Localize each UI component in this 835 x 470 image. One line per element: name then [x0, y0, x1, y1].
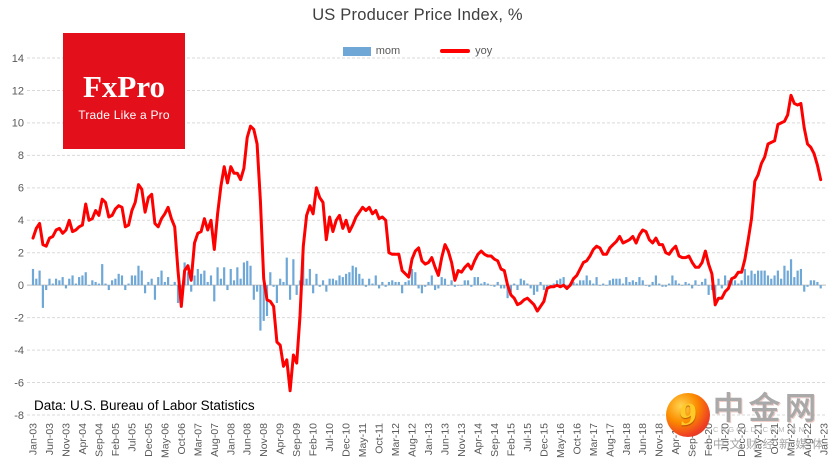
svg-text:May-21: May-21: [753, 423, 765, 458]
svg-text:-2: -2: [14, 312, 24, 324]
svg-text:Aug-12: Aug-12: [407, 423, 419, 457]
svg-text:Aug-07: Aug-07: [209, 423, 221, 457]
svg-text:Jun-13: Jun-13: [440, 423, 452, 455]
fxpro-tagline: Trade Like a Pro: [78, 107, 170, 122]
svg-text:Nov-03: Nov-03: [61, 423, 73, 457]
svg-text:May-11: May-11: [357, 423, 369, 457]
svg-text:Jan-18: Jan-18: [621, 423, 633, 455]
svg-text:Dec-20: Dec-20: [736, 423, 748, 457]
svg-text:Jan-13: Jan-13: [423, 423, 435, 455]
chart-title: US Producer Price Index, %: [312, 6, 523, 24]
svg-text:Aug-17: Aug-17: [604, 423, 616, 457]
svg-text:-8: -8: [14, 410, 24, 422]
svg-text:Feb-20: Feb-20: [703, 423, 715, 456]
svg-text:Mar-12: Mar-12: [390, 423, 402, 456]
svg-text:10: 10: [12, 118, 24, 130]
svg-text:12: 12: [12, 85, 24, 97]
mom-bar-swatch-icon: [342, 46, 371, 56]
svg-text:Mar-17: Mar-17: [588, 423, 600, 456]
yoy-line-swatch-icon: [440, 49, 471, 53]
svg-text:-4: -4: [14, 345, 24, 357]
svg-text:Dec-15: Dec-15: [538, 423, 550, 457]
svg-text:Jun-18: Jun-18: [637, 423, 649, 455]
cngold-site-name: 中金网: [713, 391, 821, 426]
svg-text:Nov-08: Nov-08: [258, 423, 270, 457]
legend-item-mom: mom: [342, 45, 401, 57]
svg-text:Mar-07: Mar-07: [192, 423, 204, 456]
svg-text:Apr-09: Apr-09: [275, 423, 287, 455]
svg-text:Jul-15: Jul-15: [522, 423, 534, 452]
svg-text:Dec-05: Dec-05: [143, 423, 155, 457]
svg-text:Apr-14: Apr-14: [472, 423, 484, 455]
chart-legend: mom yoy: [0, 45, 835, 57]
svg-text:Jul-10: Jul-10: [324, 423, 336, 452]
y-axis-labels: 14 12 10 8 6 4 2 0 -2 -4 -6 -8: [12, 53, 24, 422]
svg-text:Sep-09: Sep-09: [291, 423, 303, 457]
svg-text:Dec-10: Dec-10: [341, 423, 353, 457]
svg-text:0: 0: [18, 280, 24, 292]
svg-text:Feb-05: Feb-05: [110, 423, 122, 456]
svg-text:Jul-20: Jul-20: [720, 423, 732, 452]
svg-text:Apr-04: Apr-04: [77, 423, 89, 455]
svg-text:14: 14: [12, 53, 24, 65]
mom-bars: [31, 257, 822, 331]
cngold-logo-icon: 9: [666, 393, 710, 437]
svg-text:May-06: May-06: [159, 423, 171, 458]
svg-text:4: 4: [18, 215, 24, 227]
legend-label-yoy: yoy: [475, 45, 493, 57]
yoy-line: [31, 93, 823, 393]
svg-text:Aug-22: Aug-22: [802, 423, 814, 457]
svg-text:Sep-04: Sep-04: [93, 423, 105, 457]
svg-text:8: 8: [18, 150, 24, 162]
svg-text:-6: -6: [14, 377, 24, 389]
svg-text:Oct-06: Oct-06: [176, 423, 188, 455]
cngold-tagline: 中文财经新媒体: [713, 438, 829, 451]
svg-text:Oct-16: Oct-16: [571, 423, 583, 455]
x-axis-labels: Jan-03 Jun-03 Nov-03 Apr-04 Sep-04 Feb-05 Jul-…: [28, 423, 831, 458]
cngold-domain: CNGOLD.COM.CN: [713, 424, 807, 434]
svg-text:Jan-23: Jan-23: [819, 423, 831, 455]
svg-text:Jul-05: Jul-05: [126, 423, 138, 452]
data-source-note: Data: U.S. Bureau of Labor Statistics: [34, 398, 255, 413]
svg-text:May-16: May-16: [555, 423, 567, 458]
svg-text:Jun-03: Jun-03: [44, 423, 56, 455]
fxpro-brand-text: FxPro: [82, 68, 166, 104]
legend-label-mom: mom: [375, 45, 401, 57]
svg-text:Nov-13: Nov-13: [456, 423, 468, 457]
svg-text:Nov-18: Nov-18: [654, 423, 666, 457]
legend-item-yoy: yoy: [440, 45, 492, 57]
svg-text:Mar-22: Mar-22: [786, 423, 798, 456]
svg-text:Oct-11: Oct-11: [374, 423, 386, 454]
cngold-watermark-text: 中金网 CNGOLD.COM.CN 中文财经新媒体: [713, 391, 829, 452]
svg-text:Oct-21: Oct-21: [769, 423, 781, 455]
svg-text:Jan-03: Jan-03: [28, 423, 40, 455]
svg-text:Sep-14: Sep-14: [489, 423, 501, 457]
svg-text:2: 2: [18, 248, 24, 260]
svg-text:Jun-08: Jun-08: [242, 423, 254, 455]
svg-text:6: 6: [18, 183, 24, 195]
cngold-watermark: 9 中金网 CNGOLD.COM.CN 中文财经新媒体: [666, 391, 829, 452]
svg-text:Jan-08: Jan-08: [225, 423, 237, 455]
svg-text:Feb-15: Feb-15: [505, 423, 517, 456]
fxpro-logo: FxPro Trade Like a Pro: [63, 33, 185, 149]
svg-text:Feb-10: Feb-10: [308, 423, 320, 456]
cngold-swirl-glyph: 9: [675, 397, 701, 433]
